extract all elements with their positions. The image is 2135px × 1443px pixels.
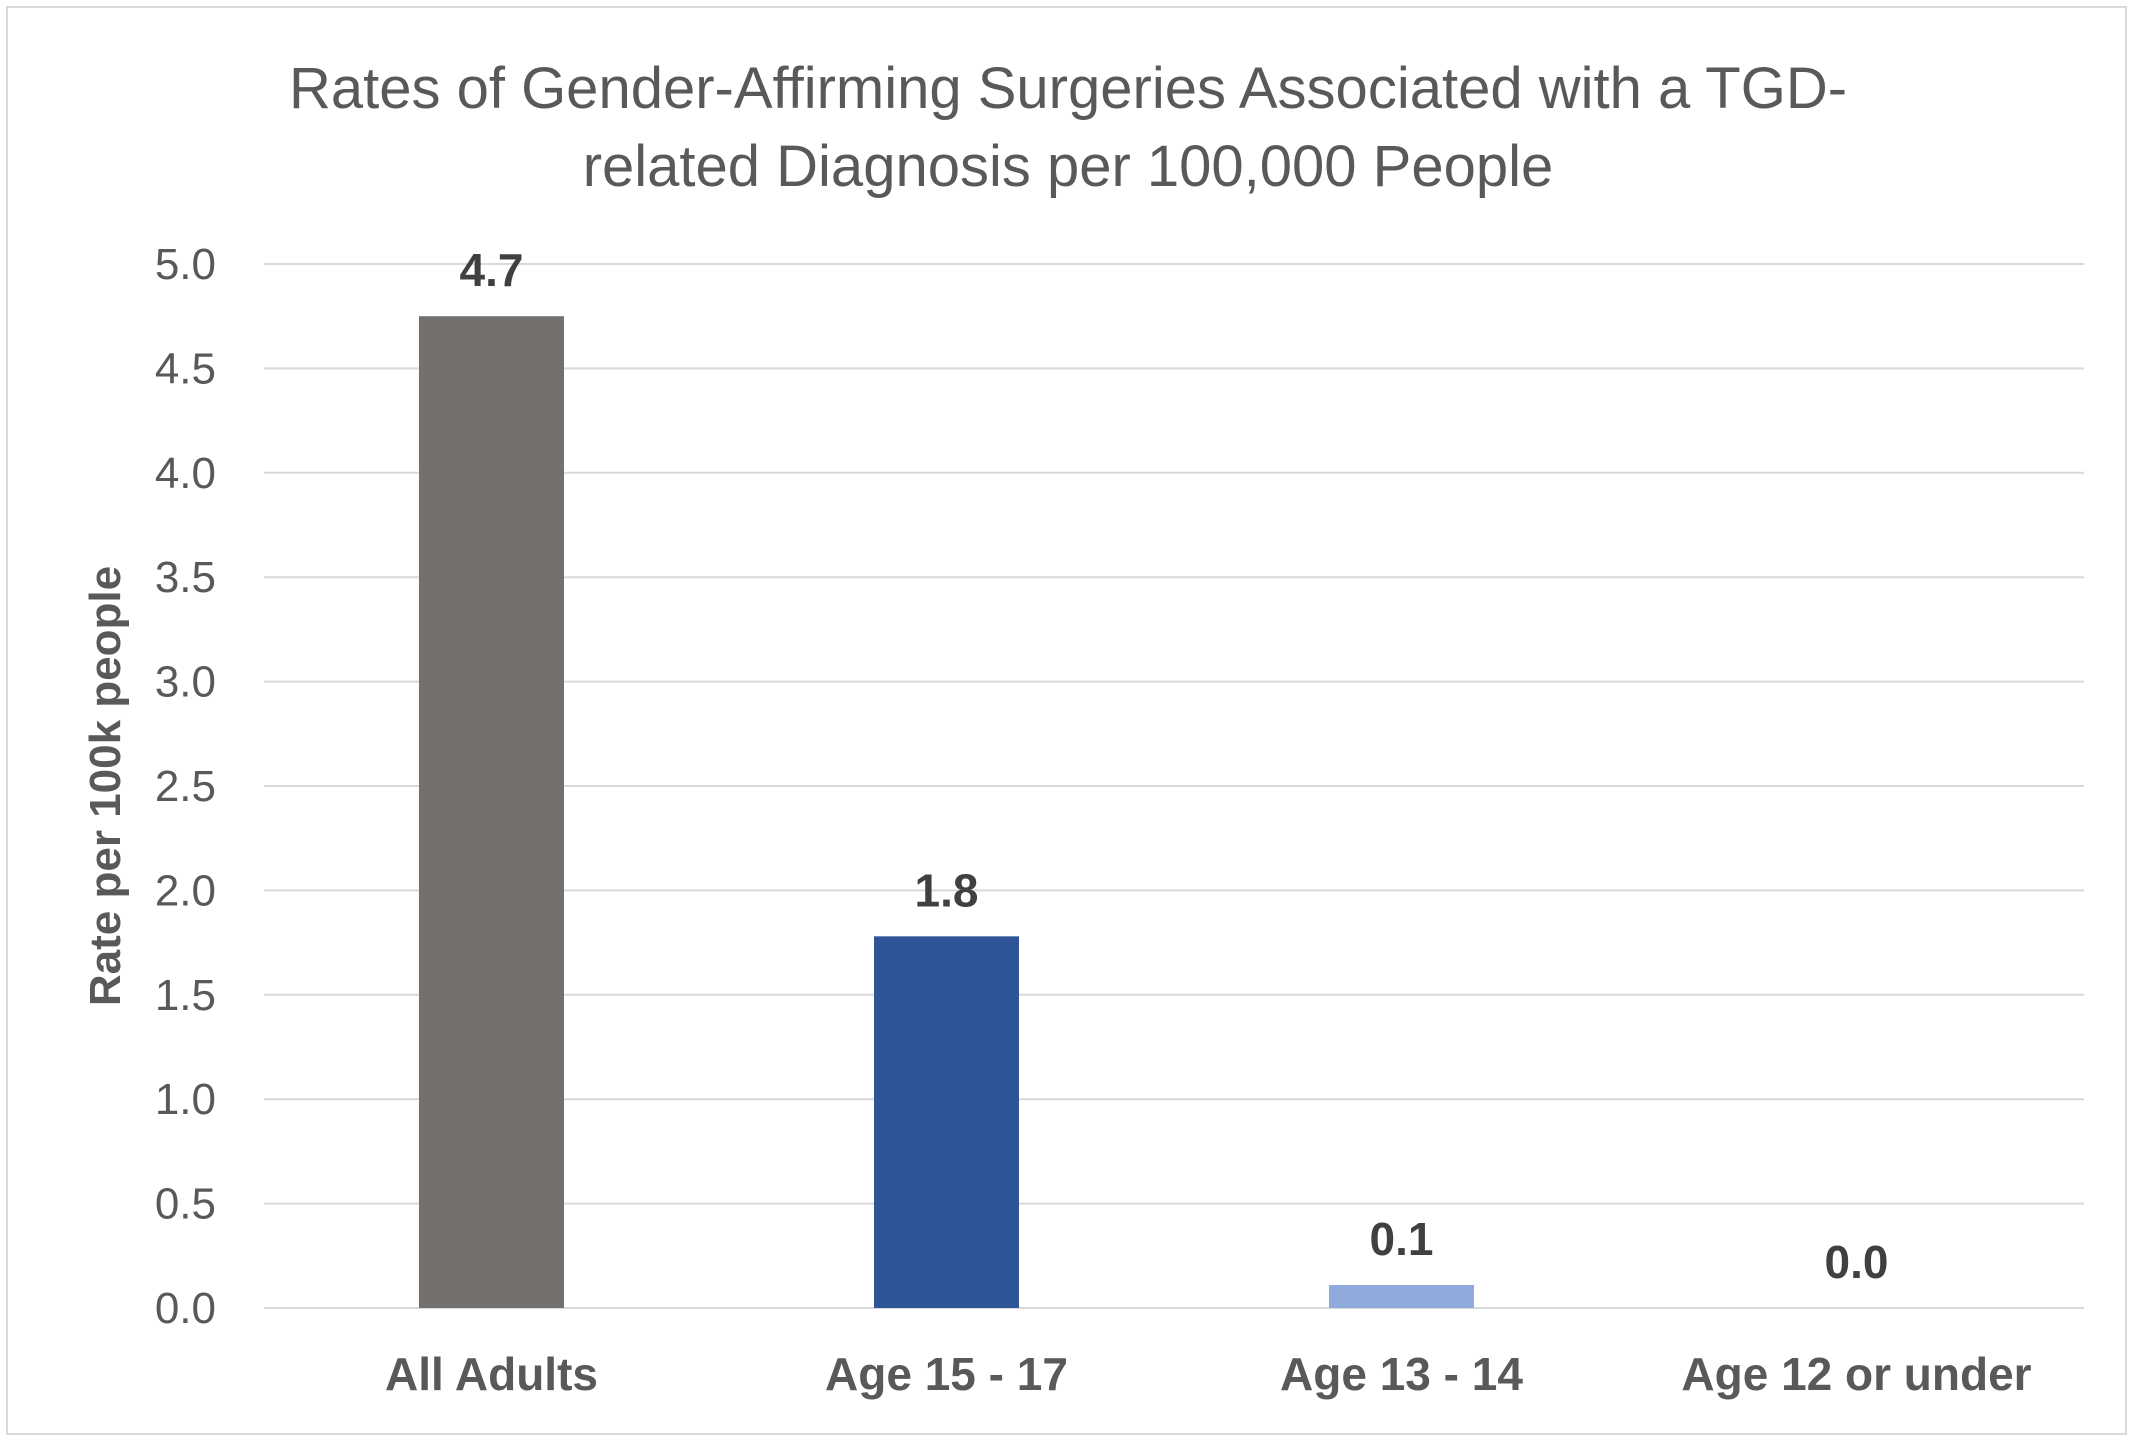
category-label: Age 15 - 17 [825, 1348, 1068, 1400]
y-tick-label: 4.5 [155, 344, 216, 393]
y-tick-label: 0.5 [155, 1180, 216, 1229]
data-label: 0.1 [1370, 1213, 1434, 1265]
y-tick-label: 3.5 [155, 553, 216, 602]
category-label: Age 13 - 14 [1280, 1348, 1523, 1400]
bars [419, 316, 1474, 1308]
category-label: Age 12 or under [1681, 1348, 2031, 1400]
y-axis-tick-labels: 0.0 0.5 1.0 1.5 2.0 2.5 3.0 3.5 4.0 4.5 5.0 [155, 240, 216, 1333]
y-tick-label: 5.0 [155, 240, 216, 289]
chart-frame: Rates of Gender-Affirming Surgeries Asso… [6, 6, 2127, 1435]
chart-title-line-1: Rates of Gender-Affirming Surgeries Asso… [289, 56, 1847, 121]
y-tick-label: 2.5 [155, 762, 216, 811]
data-labels: 4.7 1.8 0.1 0.0 [460, 244, 1889, 1288]
y-tick-label: 1.5 [155, 971, 216, 1020]
gridlines [264, 263, 2084, 1309]
y-tick-label: 0.0 [155, 1284, 216, 1333]
chart-title: Rates of Gender-Affirming Surgeries Asso… [289, 56, 1847, 199]
y-tick-label: 1.0 [155, 1075, 216, 1124]
y-tick-label: 2.0 [155, 866, 216, 915]
chart-title-line-2: related Diagnosis per 100,000 People [583, 134, 1554, 199]
data-label: 0.0 [1825, 1236, 1889, 1288]
y-tick-label: 3.0 [155, 658, 216, 707]
bar-chart: Rates of Gender-Affirming Surgeries Asso… [81, 56, 2084, 1400]
x-axis-category-labels: All Adults Age 15 - 17 Age 13 - 14 Age 12 o… [385, 1348, 2032, 1400]
bar-age-13-14 [1329, 1285, 1474, 1308]
bar-all-adults [419, 316, 564, 1308]
data-label: 4.7 [460, 244, 524, 296]
y-axis-title: Rate per 100k people [81, 566, 130, 1006]
category-label: All Adults [385, 1348, 598, 1400]
y-tick-label: 4.0 [155, 449, 216, 498]
data-label: 1.8 [915, 864, 979, 916]
bar-age-15-17 [874, 936, 1019, 1308]
